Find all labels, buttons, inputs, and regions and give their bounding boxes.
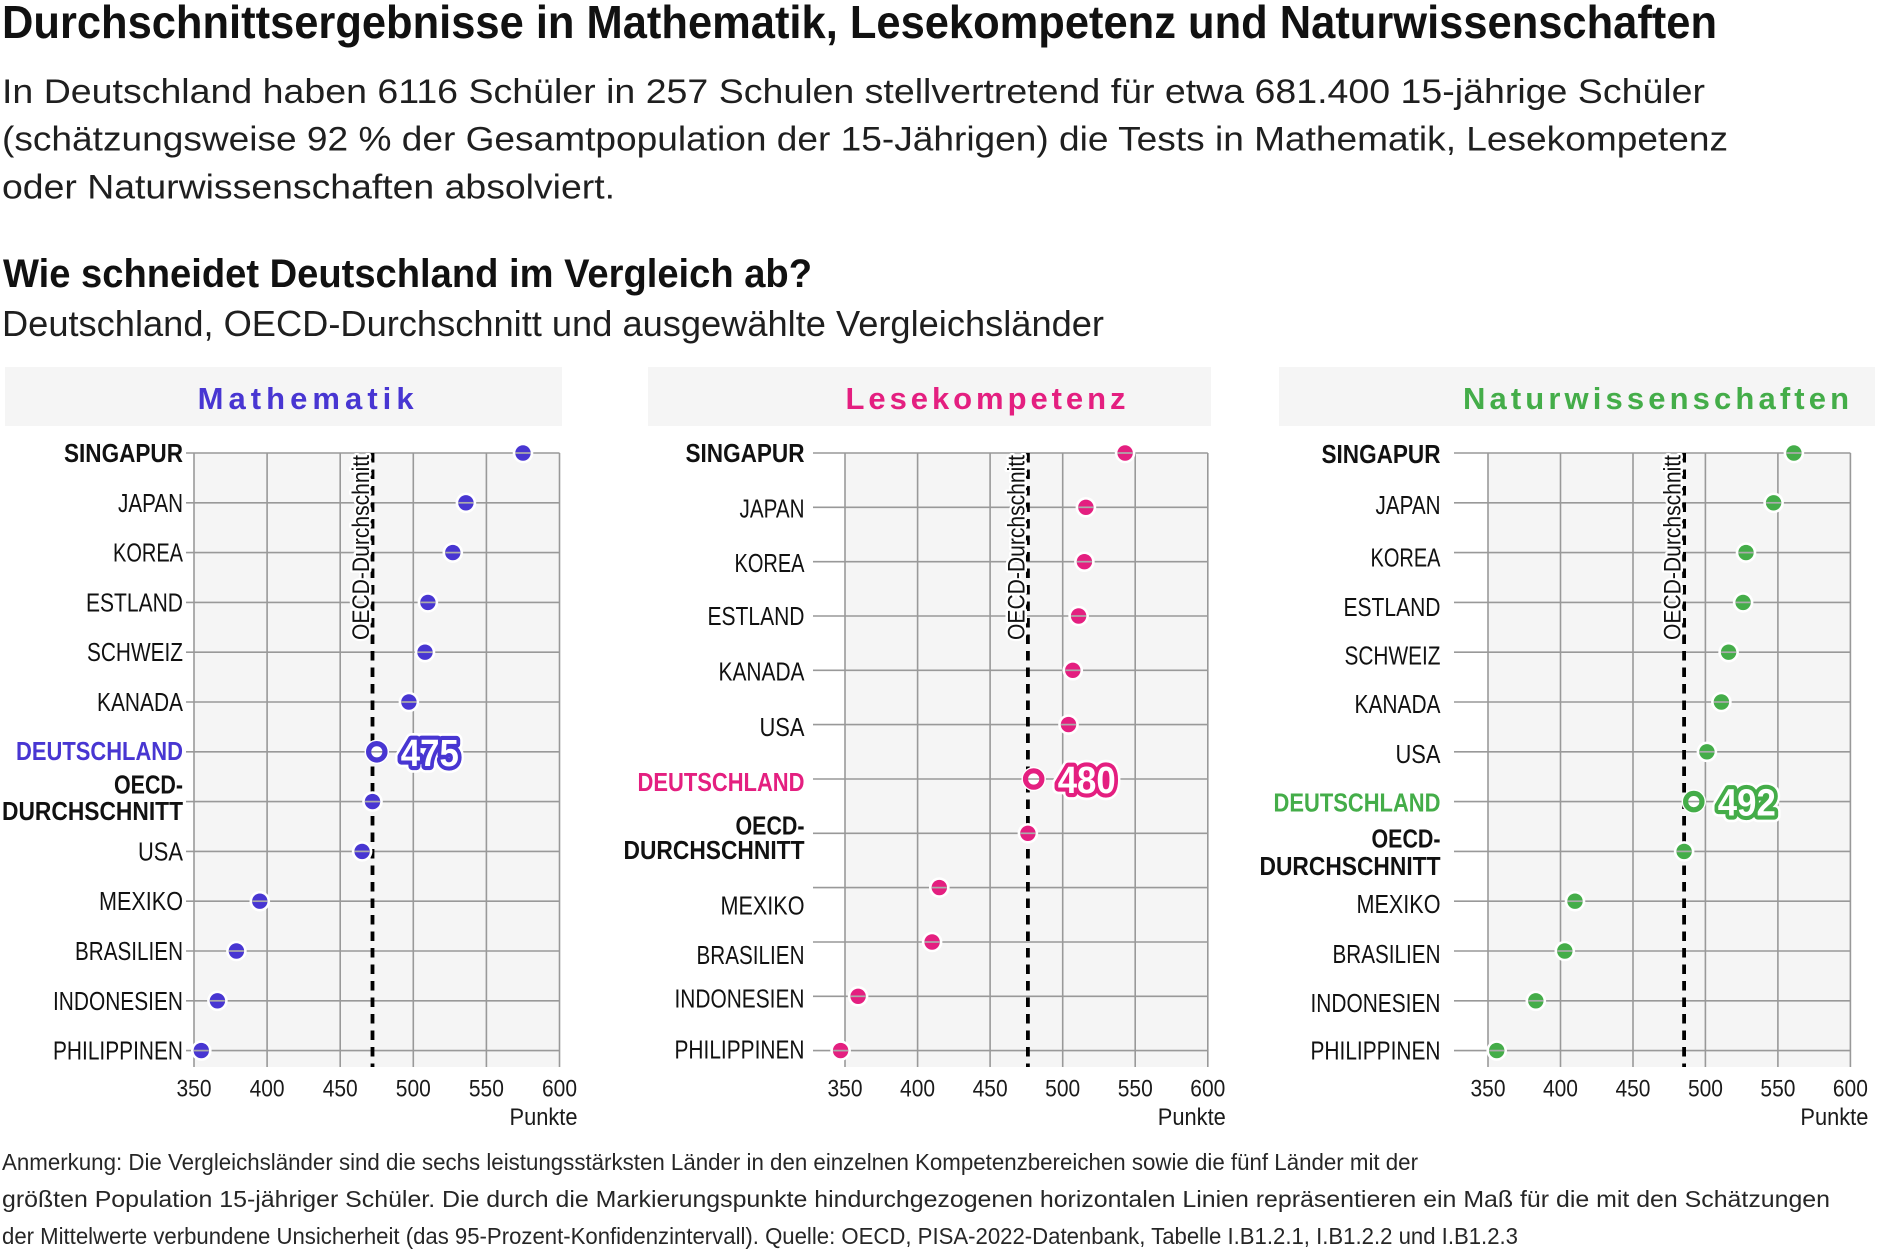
svg-text:350: 350 (1471, 1076, 1506, 1103)
svg-text:480: 480 (1058, 760, 1116, 802)
svg-text:Wie schneidet Deutschland im V: Wie schneidet Deutschland im Vergleich a… (3, 252, 812, 296)
svg-text:KANADA: KANADA (719, 656, 806, 686)
svg-text:DEUTSCHLAND: DEUTSCHLAND (638, 767, 805, 797)
svg-text:KOREA: KOREA (113, 538, 184, 568)
svg-text:Punkte: Punkte (1158, 1104, 1226, 1131)
svg-text:INDONESIEN: INDONESIEN (53, 986, 183, 1016)
svg-text:KOREA: KOREA (735, 548, 806, 578)
svg-text:OECD-Durchschnitt: OECD-Durchschnitt (1003, 455, 1030, 640)
svg-text:450: 450 (973, 1076, 1008, 1103)
svg-text:der Mittelwerte verbundene Uns: der Mittelwerte verbundene Unsicherheit … (2, 1223, 1518, 1249)
svg-text:BRASILIEN: BRASILIEN (697, 940, 805, 970)
svg-text:492: 492 (1718, 783, 1776, 825)
svg-text:KANADA: KANADA (1355, 689, 1442, 719)
svg-text:Punkte: Punkte (1800, 1104, 1868, 1131)
svg-text:350: 350 (828, 1076, 863, 1103)
svg-text:Durchschnittsergebnisse in Mat: Durchschnittsergebnisse in Mathematik, L… (2, 0, 1717, 48)
svg-text:OECD-: OECD- (114, 769, 183, 799)
svg-text:OECD-: OECD- (736, 810, 805, 840)
svg-text:350: 350 (177, 1076, 212, 1103)
svg-text:BRASILIEN: BRASILIEN (75, 936, 183, 966)
svg-text:SCHWEIZ: SCHWEIZ (87, 637, 183, 667)
svg-text:ESTLAND: ESTLAND (1344, 592, 1441, 622)
svg-text:oder Naturwissenschaften absol: oder Naturwissenschaften absolviert. (2, 168, 615, 206)
svg-text:USA: USA (138, 836, 184, 866)
svg-text:DURCHSCHNITT: DURCHSCHNITT (1260, 851, 1441, 881)
svg-text:550: 550 (1760, 1076, 1795, 1103)
svg-text:OECD-Durchschnitt: OECD-Durchschnitt (1660, 455, 1687, 640)
svg-text:SCHWEIZ: SCHWEIZ (1345, 641, 1441, 671)
svg-text:MEXIKO: MEXIKO (1357, 889, 1441, 919)
svg-text:600: 600 (542, 1076, 577, 1103)
svg-text:KOREA: KOREA (1371, 543, 1442, 573)
svg-text:JAPAN: JAPAN (1376, 490, 1441, 520)
svg-text:475: 475 (401, 733, 459, 775)
svg-text:OECD-Durchschnitt: OECD-Durchschnitt (348, 455, 375, 640)
svg-text:PHILIPPINEN: PHILIPPINEN (675, 1035, 805, 1065)
svg-text:480: 480 (1058, 760, 1116, 802)
svg-text:400: 400 (900, 1076, 935, 1103)
svg-text:Naturwissenschaften: Naturwissenschaften (1463, 381, 1849, 416)
svg-text:PHILIPPINEN: PHILIPPINEN (1311, 1036, 1441, 1066)
svg-text:OECD-: OECD- (1372, 824, 1441, 854)
svg-text:(schätzungsweise 92 % der Gesa: (schätzungsweise 92 % der Gesamtpopulati… (2, 121, 1728, 159)
svg-text:DEUTSCHLAND: DEUTSCHLAND (1274, 788, 1441, 818)
svg-text:600: 600 (1833, 1076, 1868, 1103)
svg-text:INDONESIEN: INDONESIEN (675, 983, 805, 1013)
svg-text:500: 500 (1688, 1076, 1723, 1103)
svg-text:492: 492 (1718, 783, 1776, 825)
svg-text:ESTLAND: ESTLAND (86, 587, 183, 617)
svg-text:475: 475 (401, 733, 459, 775)
svg-text:PHILIPPINEN: PHILIPPINEN (53, 1036, 183, 1066)
svg-text:550: 550 (1118, 1076, 1153, 1103)
svg-text:450: 450 (1615, 1076, 1650, 1103)
svg-text:550: 550 (469, 1076, 504, 1103)
svg-text:Anmerkung: Die Vergleichslände: Anmerkung: Die Vergleichsländer sind die… (2, 1149, 1418, 1175)
svg-text:MEXIKO: MEXIKO (99, 886, 183, 916)
svg-text:500: 500 (396, 1076, 431, 1103)
svg-text:450: 450 (323, 1076, 358, 1103)
svg-text:BRASILIEN: BRASILIEN (1333, 939, 1441, 969)
svg-text:Lesekompetenz: Lesekompetenz (846, 381, 1126, 416)
svg-text:JAPAN: JAPAN (118, 488, 183, 518)
svg-text:MEXIKO: MEXIKO (721, 890, 805, 920)
svg-text:Punkte: Punkte (510, 1104, 578, 1131)
svg-text:500: 500 (1045, 1076, 1080, 1103)
svg-text:DEUTSCHLAND: DEUTSCHLAND (16, 736, 183, 766)
svg-text:In Deutschland haben 6116 Schü: In Deutschland haben 6116 Schüler in 257… (2, 73, 1705, 111)
svg-text:SINGAPUR: SINGAPUR (686, 438, 805, 468)
svg-text:600: 600 (1190, 1076, 1225, 1103)
svg-text:DURCHSCHNITT: DURCHSCHNITT (2, 796, 183, 826)
svg-text:INDONESIEN: INDONESIEN (1311, 988, 1441, 1018)
svg-text:größten Population 15-jähriger: größten Population 15-jähriger Schüler. … (2, 1186, 1830, 1212)
svg-text:SINGAPUR: SINGAPUR (1322, 439, 1441, 469)
svg-text:USA: USA (760, 712, 806, 742)
svg-text:DURCHSCHNITT: DURCHSCHNITT (624, 835, 805, 865)
svg-text:SINGAPUR: SINGAPUR (64, 438, 183, 468)
svg-text:Mathematik: Mathematik (198, 381, 415, 416)
svg-text:KANADA: KANADA (97, 687, 184, 717)
svg-text:400: 400 (250, 1076, 285, 1103)
svg-text:Deutschland, OECD-Durchschnitt: Deutschland, OECD-Durchschnitt und ausge… (2, 303, 1104, 344)
svg-text:400: 400 (1543, 1076, 1578, 1103)
svg-text:JAPAN: JAPAN (740, 493, 805, 523)
svg-text:USA: USA (1396, 739, 1442, 769)
svg-text:ESTLAND: ESTLAND (708, 601, 805, 631)
